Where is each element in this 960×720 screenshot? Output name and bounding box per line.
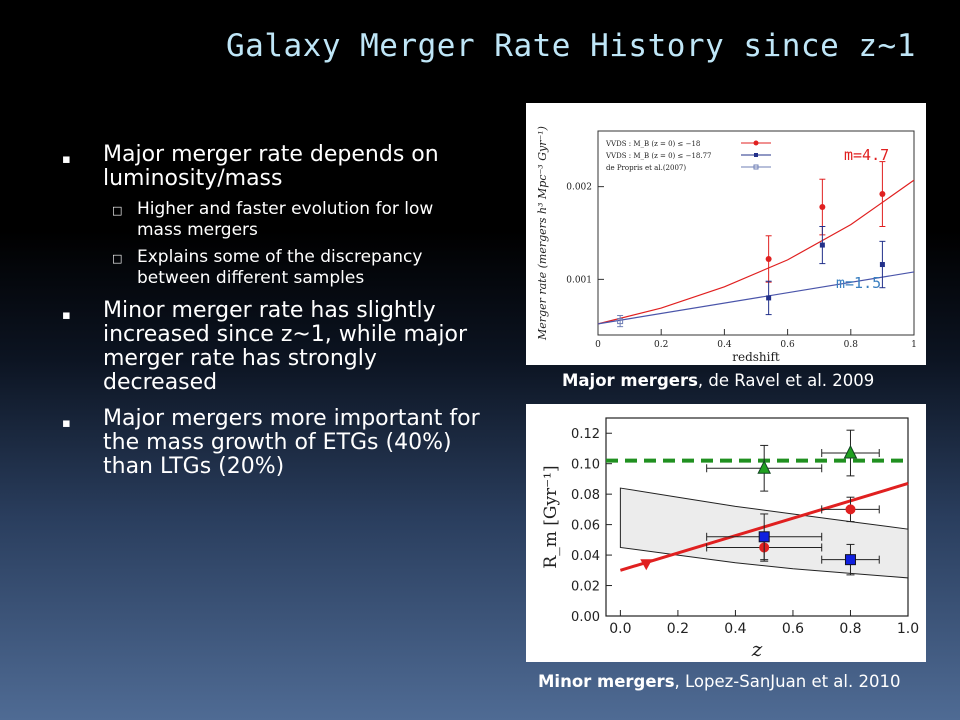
x-tick-label: 0.4 — [724, 621, 746, 637]
data-point — [843, 444, 858, 459]
bullet-text: Minor merger rate has slightly increased… — [103, 298, 468, 395]
data-point — [879, 191, 886, 198]
y-tick-label: 0.00 — [571, 610, 600, 625]
legend-marker — [753, 140, 759, 146]
y-axis-label: R_m [Gyr⁻¹] — [541, 465, 561, 568]
y-axis-label: Merger rate (mergers h³ Mpc⁻³ Gyr⁻¹) — [536, 126, 549, 341]
legend-marker — [754, 153, 758, 157]
x-tick-label: 0.2 — [654, 340, 668, 350]
x-axis-label: z — [751, 637, 763, 661]
x-tick-label: 1.0 — [897, 621, 919, 637]
x-axis-label: redshift — [732, 350, 780, 364]
y-tick-label: 0.02 — [571, 580, 600, 595]
legend-marker — [753, 164, 759, 170]
bullet-item: ▪ Major merger rate depends on luminosit… — [62, 143, 482, 191]
x-tick-label: 0.2 — [667, 621, 689, 637]
y-tick-label: 0.002 — [566, 183, 592, 193]
x-tick-label: 0.8 — [839, 621, 861, 637]
sub-bullet-text: Explains some of the discrepancy between… — [137, 247, 423, 288]
minor-merger-figure: 0.0 0.2 0.4 0.6 0.8 1.0 0.00 0.02 0.04 0.06 0.08 0.… — [526, 404, 926, 662]
sub-bullet-item: □ Higher and faster evolution for low ma… — [62, 199, 482, 241]
minor-merger-caption: Minor mergers, Lopez-SanJuan et al. 2010 — [538, 672, 900, 691]
bullet-text: Major mergers more important for the mas… — [103, 406, 480, 479]
y-tick-label: 0.04 — [571, 549, 600, 564]
sub-bullet-text: Higher and faster evolution for low mass… — [137, 199, 434, 240]
y-tick-label: 0.06 — [571, 519, 600, 534]
data-point — [765, 255, 772, 262]
bullet-marker: ▪ — [62, 152, 71, 167]
data-point — [819, 204, 826, 211]
annotation-m47: m=4.7 — [844, 146, 889, 164]
y-tick-label: 0.12 — [571, 427, 600, 442]
bullet-item: ▪ Minor merger rate has slightly increas… — [62, 299, 482, 395]
data-point — [757, 460, 771, 474]
bullet-marker: ▪ — [62, 416, 71, 431]
major-merger-figure: 0 0.2 0.4 0.6 0.8 1 0.001 0.002 redshift Merger r… — [526, 103, 926, 365]
data-point — [844, 554, 856, 566]
bullet-marker: ▪ — [62, 308, 71, 323]
legend-label: VVDS : M_B (z = 0) ≤ −18 — [605, 140, 700, 148]
fit-line — [597, 179, 915, 325]
data-point — [879, 262, 885, 268]
legend-label: de Propris et al.(2007) — [606, 164, 686, 172]
data-point — [819, 242, 825, 248]
bullet-text: Major merger rate depends on luminosity/… — [103, 142, 439, 191]
minor-merger-chart: 0.0 0.2 0.4 0.6 0.8 1.0 0.00 0.02 0.04 0.06 0.08 0.… — [541, 417, 919, 661]
caption-text: , Lopez-SanJuan et al. 2010 — [674, 672, 901, 691]
fit-line — [597, 271, 915, 325]
x-tick-label: 0 — [595, 340, 601, 350]
x-tick-label: 1 — [911, 340, 917, 350]
data-point — [758, 531, 770, 543]
x-tick-label: 0.8 — [844, 340, 859, 350]
legend-label: VVDS : M_B (z = 0) ≤ −18.77 — [605, 152, 712, 160]
bullet-item: ▪ Major mergers more important for the m… — [62, 407, 482, 479]
y-tick-label: 0.10 — [571, 458, 600, 473]
slide-title: Galaxy Merger Rate History since z~1 — [226, 28, 916, 64]
caption-bold: Major mergers — [562, 371, 698, 390]
y-tick-label: 0.08 — [571, 488, 600, 503]
caption-bold: Minor mergers — [538, 672, 675, 691]
sub-bullet-marker: □ — [112, 204, 123, 217]
data-point — [766, 295, 772, 301]
caption-text: , de Ravel et al. 2009 — [697, 371, 875, 390]
x-tick-label: 0.4 — [717, 340, 732, 350]
major-merger-chart: 0 0.2 0.4 0.6 0.8 1 0.001 0.002 redshift Merger r… — [536, 126, 917, 364]
sub-bullet-marker: □ — [112, 252, 123, 265]
sub-bullet-item: □ Explains some of the discrepancy betwe… — [62, 247, 482, 289]
bullet-list: ▪ Major merger rate depends on luminosit… — [62, 143, 482, 487]
major-merger-caption: Major mergers, de Ravel et al. 2009 — [562, 371, 874, 390]
data-point — [845, 504, 856, 515]
x-tick-label: 0.6 — [780, 340, 795, 350]
data-point — [640, 559, 653, 571]
data-point — [617, 318, 624, 325]
x-tick-label: 0.6 — [782, 621, 804, 637]
annotation-m15: m=1.5 — [836, 274, 881, 292]
x-tick-label: 0.0 — [609, 621, 631, 637]
plot-frame — [605, 417, 909, 617]
plot-frame — [597, 130, 915, 336]
y-tick-label: 0.001 — [566, 275, 592, 285]
